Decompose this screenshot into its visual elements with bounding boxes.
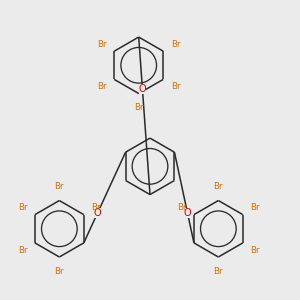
Text: Br: Br — [214, 182, 223, 191]
Text: Br: Br — [55, 267, 64, 276]
Text: Br: Br — [134, 103, 143, 112]
Text: Br: Br — [18, 203, 27, 212]
Text: Br: Br — [250, 245, 260, 254]
Text: Br: Br — [214, 267, 223, 276]
Text: Br: Br — [18, 245, 27, 254]
Text: O: O — [139, 84, 146, 94]
Text: Br: Br — [92, 203, 101, 212]
Text: Br: Br — [177, 203, 186, 212]
Text: Br: Br — [171, 82, 180, 91]
Text: O: O — [184, 208, 191, 218]
Text: Br: Br — [97, 82, 106, 91]
Text: Br: Br — [97, 40, 106, 49]
Text: Br: Br — [250, 203, 260, 212]
Text: O: O — [94, 208, 101, 218]
Text: Br: Br — [55, 182, 64, 191]
Text: Br: Br — [171, 40, 180, 49]
